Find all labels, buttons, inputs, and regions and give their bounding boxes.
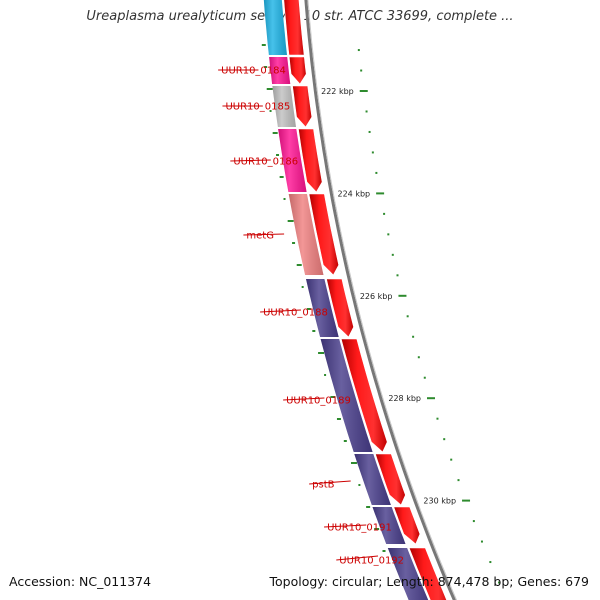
tick-label: 228 kbp <box>388 394 421 403</box>
backbone-ring <box>304 0 458 600</box>
gc-content-marks <box>261 44 386 552</box>
gene-label[interactable]: UUR10_0188 <box>263 308 328 319</box>
tick-label: 226 kbp <box>360 292 393 301</box>
cog-segment-shade <box>354 454 391 505</box>
label-leader-line <box>260 309 301 313</box>
forward-cds-ring <box>283 0 447 600</box>
backbone-line <box>304 0 456 600</box>
label-leader-line <box>309 480 351 485</box>
gene-label[interactable]: UUR10_0185 <box>225 102 290 113</box>
cog-segment-shade <box>306 279 339 337</box>
cog-segment-shade <box>269 57 291 84</box>
gene-label[interactable]: UUR10_0192 <box>339 556 404 567</box>
gene-label[interactable]: UUR10_0191 <box>327 523 392 534</box>
gene-label[interactable]: metG <box>246 231 274 242</box>
cds-arrow <box>288 56 307 85</box>
cds-arrow <box>283 0 305 56</box>
cog-segment-shade <box>387 548 429 600</box>
backbone-highlight <box>307 0 458 600</box>
cds-arrow <box>408 547 447 600</box>
label-leader-line <box>230 159 271 162</box>
accession-text: Accession: NC_011374 <box>9 574 152 589</box>
cog-category-ring <box>263 0 429 600</box>
topology-text: Topology: circular; Length: 874,478 bp; … <box>269 574 590 589</box>
label-leader-line <box>336 555 379 561</box>
cds-arrow <box>298 128 323 193</box>
cds-arrow <box>326 278 354 338</box>
tick-label: 224 kbp <box>338 189 371 198</box>
gene-label[interactable]: UUR10_0189 <box>286 396 351 407</box>
cds-arrow <box>393 506 421 545</box>
cog-segment-shade <box>372 507 406 544</box>
cog-segment-shade <box>320 339 373 452</box>
cds-arrow <box>374 453 406 506</box>
cog-segment-shade <box>288 194 324 275</box>
label-leader-line <box>324 524 367 528</box>
label-leader-line <box>283 397 325 401</box>
gene-label[interactable]: pstB <box>312 480 334 491</box>
gene-labels: UUR10_0184 UUR10_0185 UUR10_0186 metG UUR10_… <box>218 66 404 567</box>
cog-segment-shade <box>278 129 307 192</box>
label-leader-line <box>243 233 285 236</box>
cog-segment-shade <box>272 86 296 127</box>
cds-arrow <box>308 193 340 276</box>
cds-arrow <box>340 338 388 453</box>
cog-segment-shade <box>263 0 287 55</box>
tick-label: 230 kbp <box>423 497 456 506</box>
cds-arrow <box>292 85 313 128</box>
gene-label[interactable]: UUR10_0184 <box>221 66 286 77</box>
position-ruler: 222 kbp 224 kbp 226 kbp 228 kbp 230 kbp <box>321 49 501 584</box>
tick-label: 222 kbp <box>321 87 354 96</box>
gene-label[interactable]: UUR10_0186 <box>233 157 298 168</box>
